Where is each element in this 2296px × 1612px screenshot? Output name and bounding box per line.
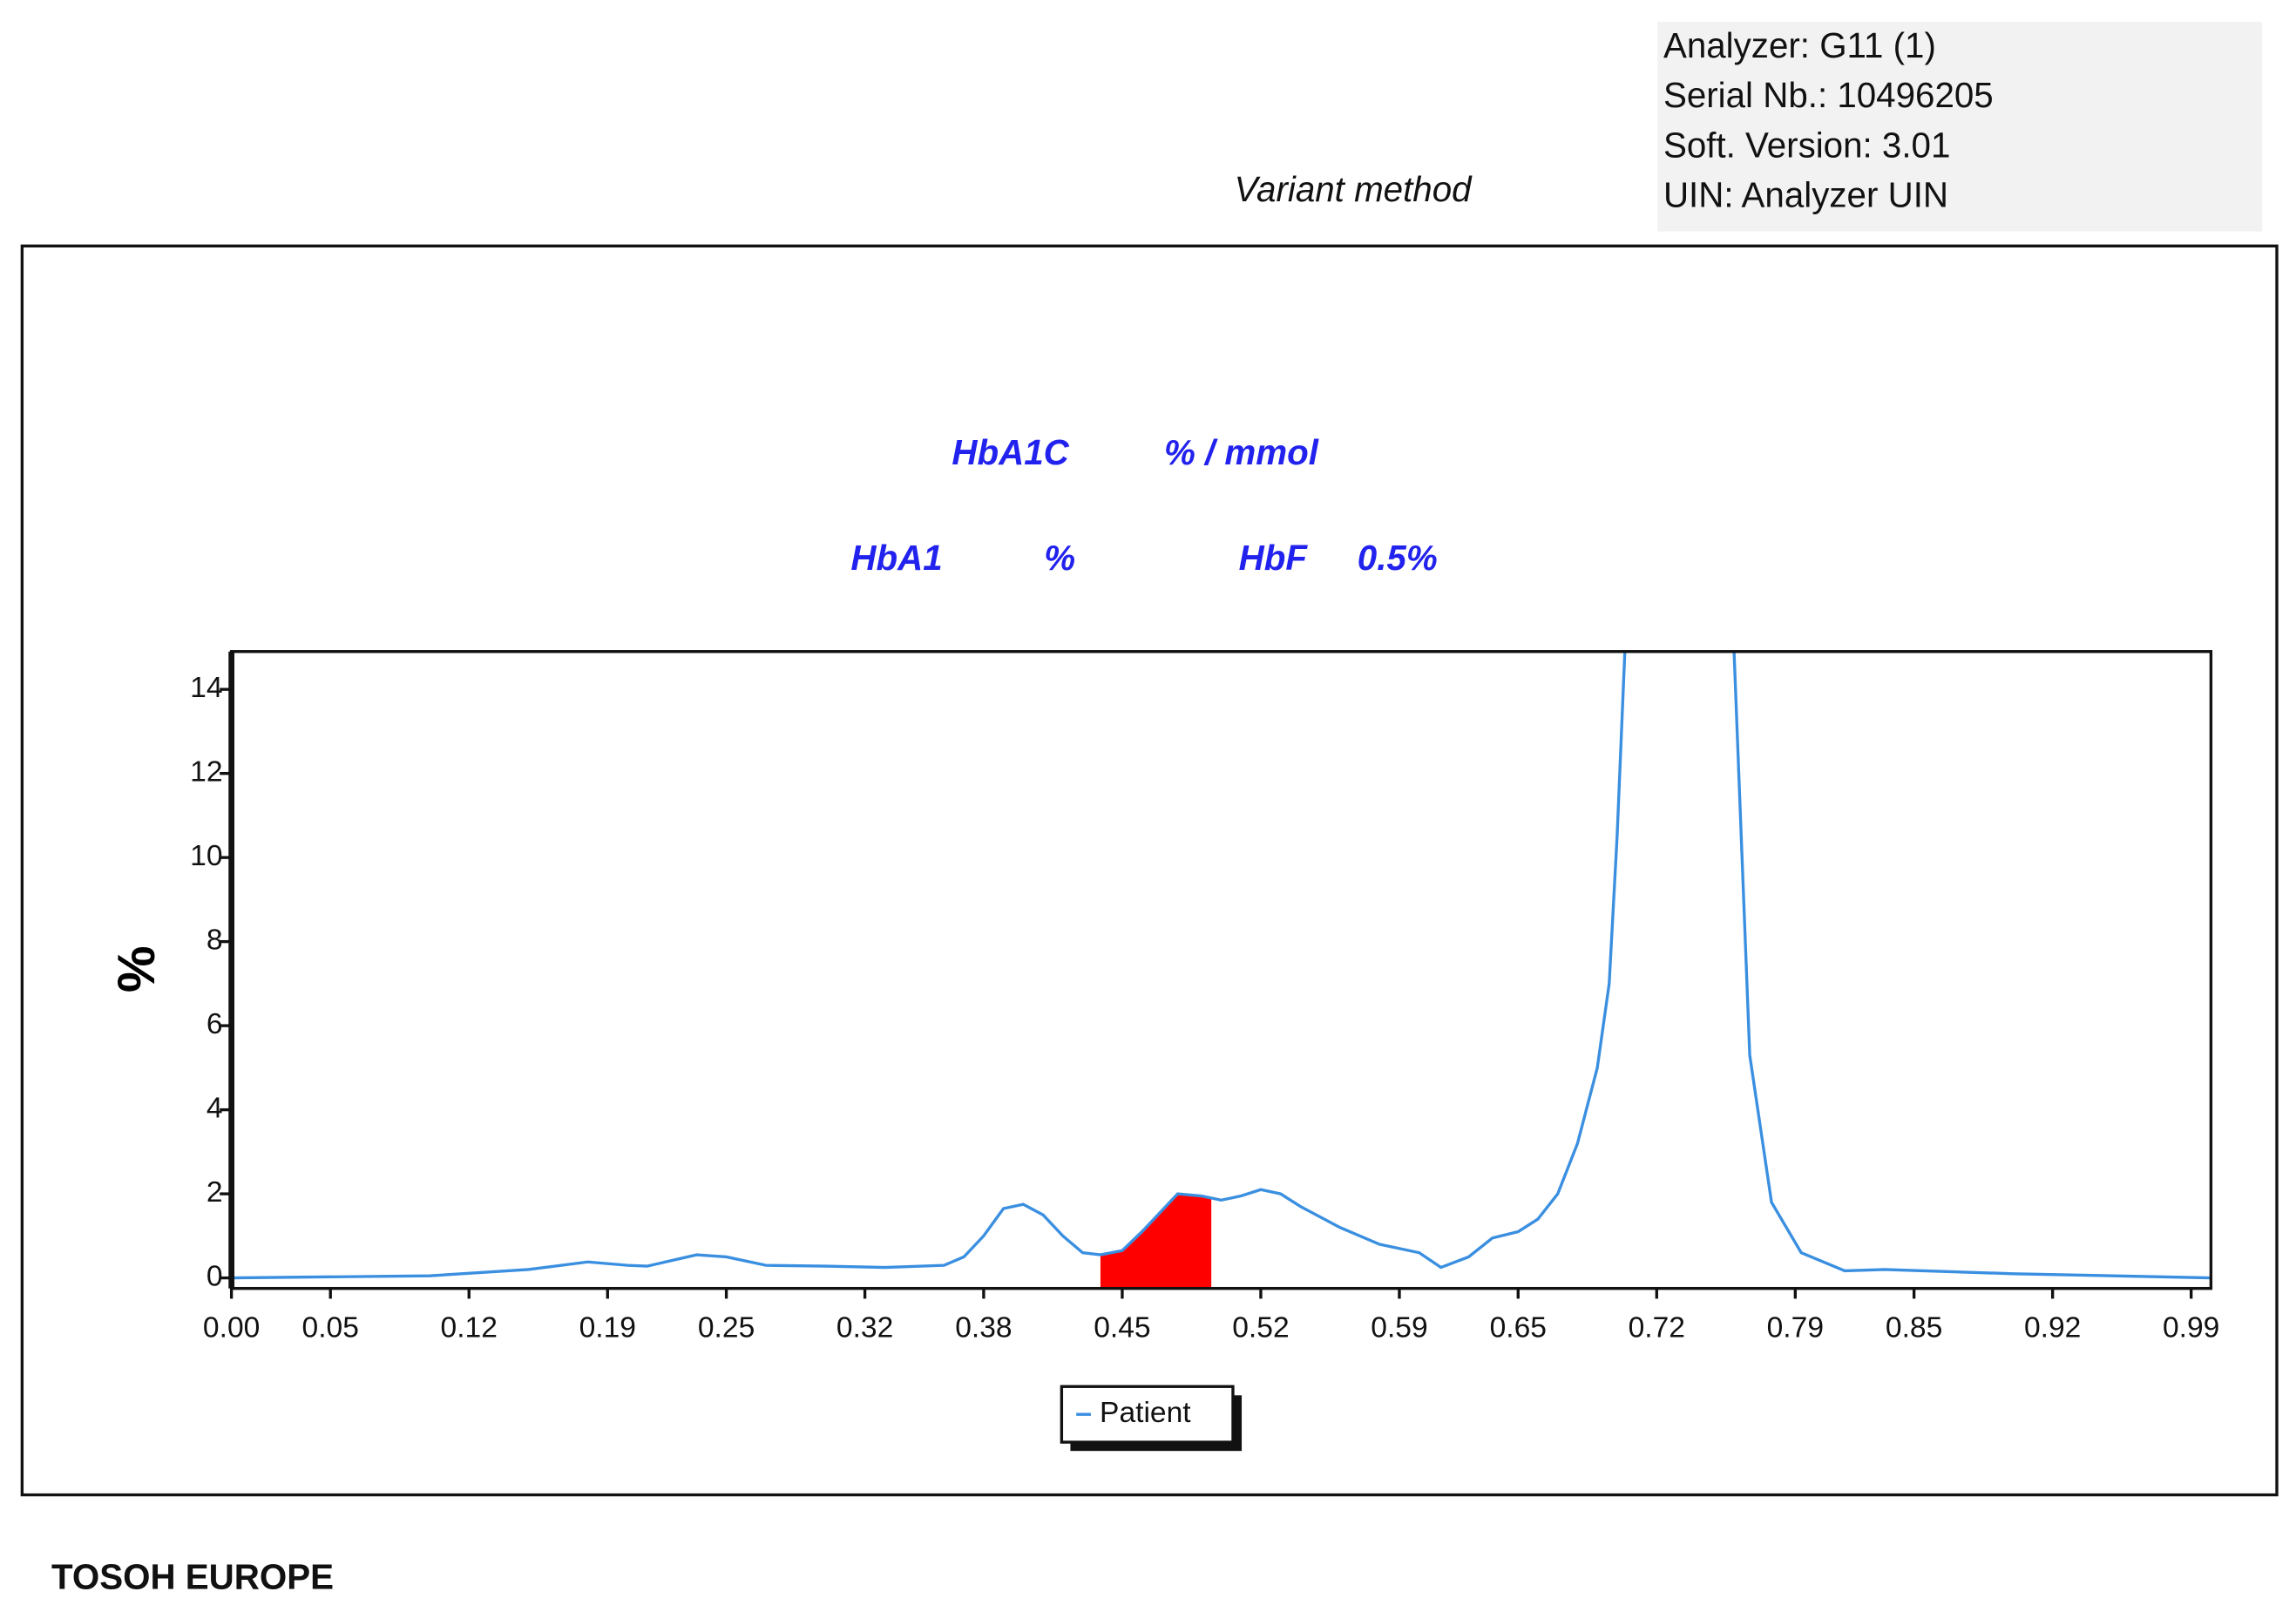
y-tick-label: 0 [207,1260,223,1292]
x-tick-label: 0.65 [1490,1312,1547,1344]
footer: TOSOH EUROPE [51,1557,334,1597]
y-tick-label: 8 [207,925,223,957]
y-tick-label: 10 [190,840,222,872]
info-line: Serial Nb.: 10496205 [1663,75,1994,115]
info-line: UIN: Analyzer UIN [1663,174,1948,214]
x-tick-label: 0.05 [302,1312,359,1344]
y-axis-label: % [106,945,166,992]
x-tick-label: 0.00 [203,1312,260,1344]
x-tick-label: 0.52 [1232,1312,1289,1344]
plot-area [229,650,2213,1290]
annotation: HbF [1239,538,1309,578]
x-tick-label: 0.79 [1767,1312,1824,1344]
x-tick-label: 0.32 [836,1312,893,1344]
frame [20,244,2279,1497]
info-line: Analyzer: G11 (1) [1663,25,1936,65]
y-tick-label: 14 [190,672,222,704]
y-tick-label: 6 [207,1008,223,1040]
y-tick-label: 2 [207,1176,223,1209]
x-tick-label: 0.45 [1094,1312,1150,1344]
annotation: 0.5% [1358,538,1438,578]
annotation: HbA1C [952,432,1069,472]
info-line: Soft. Version: 3.01 [1663,125,1950,165]
x-tick-label: 0.12 [441,1312,498,1344]
x-tick-label: 0.59 [1371,1312,1427,1344]
highlight-area [1100,1194,1212,1289]
x-tick-label: 0.99 [2163,1312,2219,1344]
y-tick-label: 4 [207,1092,223,1124]
x-tick-label: 0.19 [579,1312,636,1344]
annotation: % / mmol [1164,432,1319,472]
x-tick-label: 0.92 [2024,1312,2081,1344]
info-box [1657,22,2263,232]
method: Variant method [1235,169,1473,209]
annotation: % [1044,538,1075,578]
x-tick-label: 0.85 [1886,1312,1942,1344]
line [231,651,2211,1280]
x-tick-label: 0.38 [955,1312,1012,1344]
x-tick-label: 0.72 [1629,1312,1685,1344]
x-tick-label: 0.25 [698,1312,755,1344]
y-tick-label: 12 [190,756,222,789]
annotation: HbA1 [850,538,942,578]
legend-label: Patient [1100,1397,1191,1429]
